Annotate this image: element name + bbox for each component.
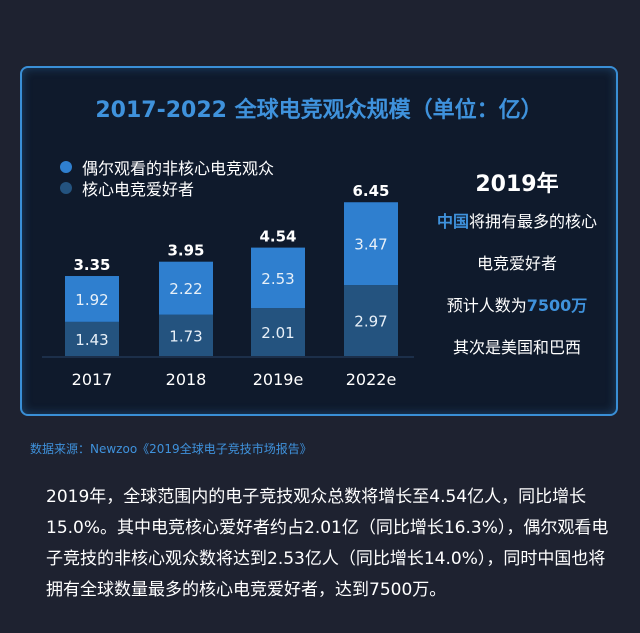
data-label-core-2017: 1.43	[75, 331, 108, 349]
side-line-3: 预计人数为7500万	[422, 296, 612, 316]
data-label-noncore-2022e: 3.47	[354, 236, 387, 254]
total-label-2018: 3.95	[167, 242, 204, 260]
bar-segment-core-2019e	[251, 308, 305, 356]
x-tick-label-2022e: 2022e	[346, 370, 397, 389]
data-label-noncore-2017: 1.92	[75, 291, 108, 309]
chart-legend: 偶尔观看的非核心电竞观众 核心电竞爱好者	[60, 156, 275, 199]
bar-segment-core-2017	[65, 321, 119, 356]
legend-label-core: 核心电竞爱好者	[82, 179, 195, 199]
chart-title: 2017-2022 全球电竞观众规模（单位：亿）	[95, 98, 543, 123]
data-label-core-2018: 1.73	[169, 327, 202, 345]
summary-paragraph: 2019年，全球范围内的电子竞技观众总数将增长至4.54亿人，同比增长15.0%…	[46, 487, 609, 600]
data-label-core-2022e: 2.97	[354, 313, 387, 331]
x-tick-label-2017: 2017	[72, 370, 113, 389]
data-label-noncore-2019e: 2.53	[261, 270, 294, 288]
stacked-bar-chart: 1.43 1.92 3.35 2017 1.73 2.22 3.95 2018 2.01 2.53…	[42, 182, 414, 389]
bar-segment-noncore-2018	[159, 261, 213, 315]
bar-segment-noncore-2022e	[344, 202, 398, 286]
bar-segment-noncore-2017	[65, 276, 119, 322]
bar-segment-noncore-2019e	[251, 247, 305, 309]
side-highlight-china: 中国	[436, 212, 469, 231]
side-line-2: 电竞爱好者	[476, 254, 557, 273]
data-label-noncore-2018: 2.22	[169, 280, 202, 298]
x-tick-label-2019e: 2019e	[253, 370, 304, 389]
total-label-2017: 3.35	[73, 256, 110, 274]
x-tick-label-2018: 2018	[166, 370, 207, 389]
side-note: 2019年 中国将拥有最多的核心 电竞爱好者 预计人数为7500万 其次是美国和…	[422, 168, 612, 380]
side-title: 2019年	[475, 172, 559, 197]
legend-dot-core	[60, 181, 72, 194]
total-label-2019e: 4.54	[259, 228, 296, 246]
side-line-1-text: 将拥有最多的核心	[469, 212, 598, 231]
side-highlight-count: 7500万	[526, 296, 588, 315]
total-label-2022e: 6.45	[352, 182, 389, 200]
side-line-4: 其次是美国和巴西	[452, 338, 581, 357]
side-line-3-text: 预计人数为	[446, 296, 527, 315]
legend-label-noncore: 偶尔观看的非核心电竞观众	[82, 158, 275, 178]
data-source: 数据来源：Newzoo《2019全球电子竞技市场报告》	[30, 442, 312, 456]
legend-item-core: 核心电竞爱好者	[60, 177, 274, 199]
legend-dot-noncore	[60, 160, 72, 173]
legend-item-noncore: 偶尔观看的非核心电竞观众	[60, 156, 275, 178]
bar-segment-core-2022e	[344, 285, 398, 356]
chart-card: 2017-2022 全球电竞观众规模（单位：亿） 偶尔观看的非核心电竞观众 核心…	[20, 66, 618, 416]
data-label-core-2019e: 2.01	[261, 324, 294, 342]
bar-segment-core-2018	[159, 314, 213, 356]
side-line-1: 中国将拥有最多的核心	[422, 212, 612, 232]
